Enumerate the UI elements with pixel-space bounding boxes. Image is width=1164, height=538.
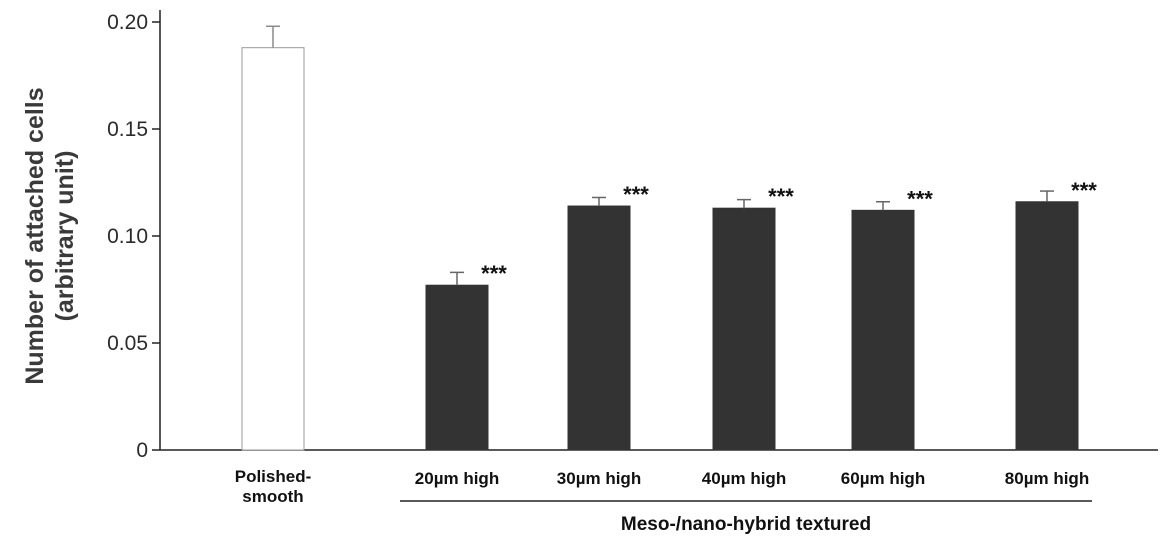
- category-label: 60µm high: [841, 469, 925, 488]
- bars: [241, 47, 1079, 451]
- category-label: 30µm high: [557, 469, 641, 488]
- y-tick-label: 0.05: [107, 332, 148, 355]
- significance-label: ***: [481, 261, 507, 286]
- bar: [425, 284, 489, 451]
- y-tick-label: 0.20: [107, 11, 148, 34]
- error-bars: [266, 25, 1054, 286]
- y-axis-title-line: (arbitrary unit): [51, 151, 79, 322]
- bar: [1015, 201, 1079, 451]
- y-ticks: 0 0.05 0.10 0.15 0.20: [107, 11, 160, 462]
- y-tick-label: 0.15: [107, 118, 148, 141]
- bar: [851, 209, 915, 451]
- bar: [567, 205, 631, 451]
- significance-label: ***: [1071, 178, 1097, 203]
- category-label: 40µm high: [702, 469, 786, 488]
- bar: [712, 207, 776, 451]
- category-labels: Polished-smooth 20µm high 30µm high 40µm hi…: [235, 467, 1089, 506]
- y-axis-title-line: Number of attached cells: [21, 87, 49, 384]
- axes: [159, 10, 1158, 451]
- significance-label: ***: [907, 186, 933, 211]
- significance-label: ***: [623, 182, 649, 207]
- bar: [241, 47, 305, 451]
- category-label: 80µm high: [1005, 469, 1089, 488]
- y-tick-label: 0.10: [107, 225, 148, 248]
- group-label: Meso-/nano-hybrid textured: [621, 514, 871, 535]
- y-tick-label: 0: [136, 439, 148, 462]
- significance-label: ***: [768, 184, 794, 209]
- category-label: Polished-: [235, 467, 312, 486]
- significance-labels: *** *** *** *** ***: [481, 178, 1097, 286]
- category-label: 20µm high: [415, 469, 499, 488]
- category-label: smooth: [242, 487, 303, 506]
- y-axis-title: Number of attached cells (arbitrary unit): [21, 87, 79, 384]
- group-bracket: Meso-/nano-hybrid textured: [400, 500, 1092, 535]
